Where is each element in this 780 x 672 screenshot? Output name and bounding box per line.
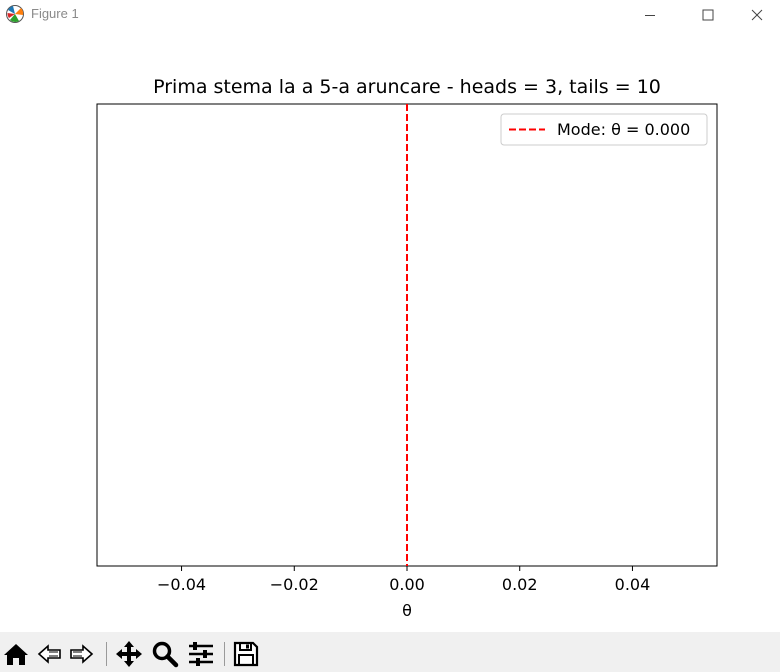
x-tick-label: −0.04 — [157, 575, 206, 594]
zoom-icon — [152, 641, 179, 668]
legend-entry-mode: Mode: θ = 0.000 — [557, 120, 690, 139]
x-tick-label: −0.02 — [270, 575, 319, 594]
configure-subplots-button[interactable] — [187, 640, 215, 668]
x-tick-label: 0.02 — [502, 575, 538, 594]
save-button[interactable] — [232, 640, 260, 668]
window-title: Figure 1 — [31, 6, 79, 21]
matplotlib-logo-icon — [5, 4, 25, 24]
pan-button[interactable] — [115, 640, 143, 668]
x-tick-label: 0.04 — [615, 575, 651, 594]
pan-icon — [116, 641, 142, 667]
maximize-icon — [702, 9, 714, 21]
home-button[interactable] — [2, 640, 30, 668]
close-button[interactable] — [734, 0, 780, 30]
minimize-button[interactable] — [627, 0, 673, 30]
back-button[interactable] — [35, 640, 63, 668]
configure-subplots-icon — [189, 642, 213, 666]
close-icon — [751, 9, 763, 21]
navigation-toolbar — [0, 632, 780, 672]
chart-title: Prima stema la a 5-a aruncare - heads = … — [153, 76, 661, 98]
save-icon — [233, 641, 259, 667]
toolbar-separator — [224, 642, 225, 666]
forward-button[interactable] — [68, 640, 96, 668]
toolbar-separator — [106, 642, 107, 666]
back-icon — [37, 644, 61, 664]
zoom-button[interactable] — [151, 640, 179, 668]
plot-svg: Prima stema la a 5-a aruncare - heads = … — [96, 76, 718, 620]
figure-canvas[interactable]: Prima stema la a 5-a aruncare - heads = … — [0, 30, 780, 632]
minimize-icon — [645, 15, 655, 16]
maximize-button[interactable] — [685, 0, 731, 30]
legend: Mode: θ = 0.000 — [500, 113, 708, 146]
legend-frame — [500, 113, 708, 146]
x-axis-label: θ — [402, 601, 412, 620]
x-axis-ticks: −0.04 −0.02 0.00 0.02 0.04 — [157, 566, 650, 594]
forward-icon — [70, 644, 94, 664]
home-icon — [4, 644, 28, 665]
window-titlebar: Figure 1 — [0, 0, 780, 30]
x-tick-label: 0.00 — [389, 575, 425, 594]
